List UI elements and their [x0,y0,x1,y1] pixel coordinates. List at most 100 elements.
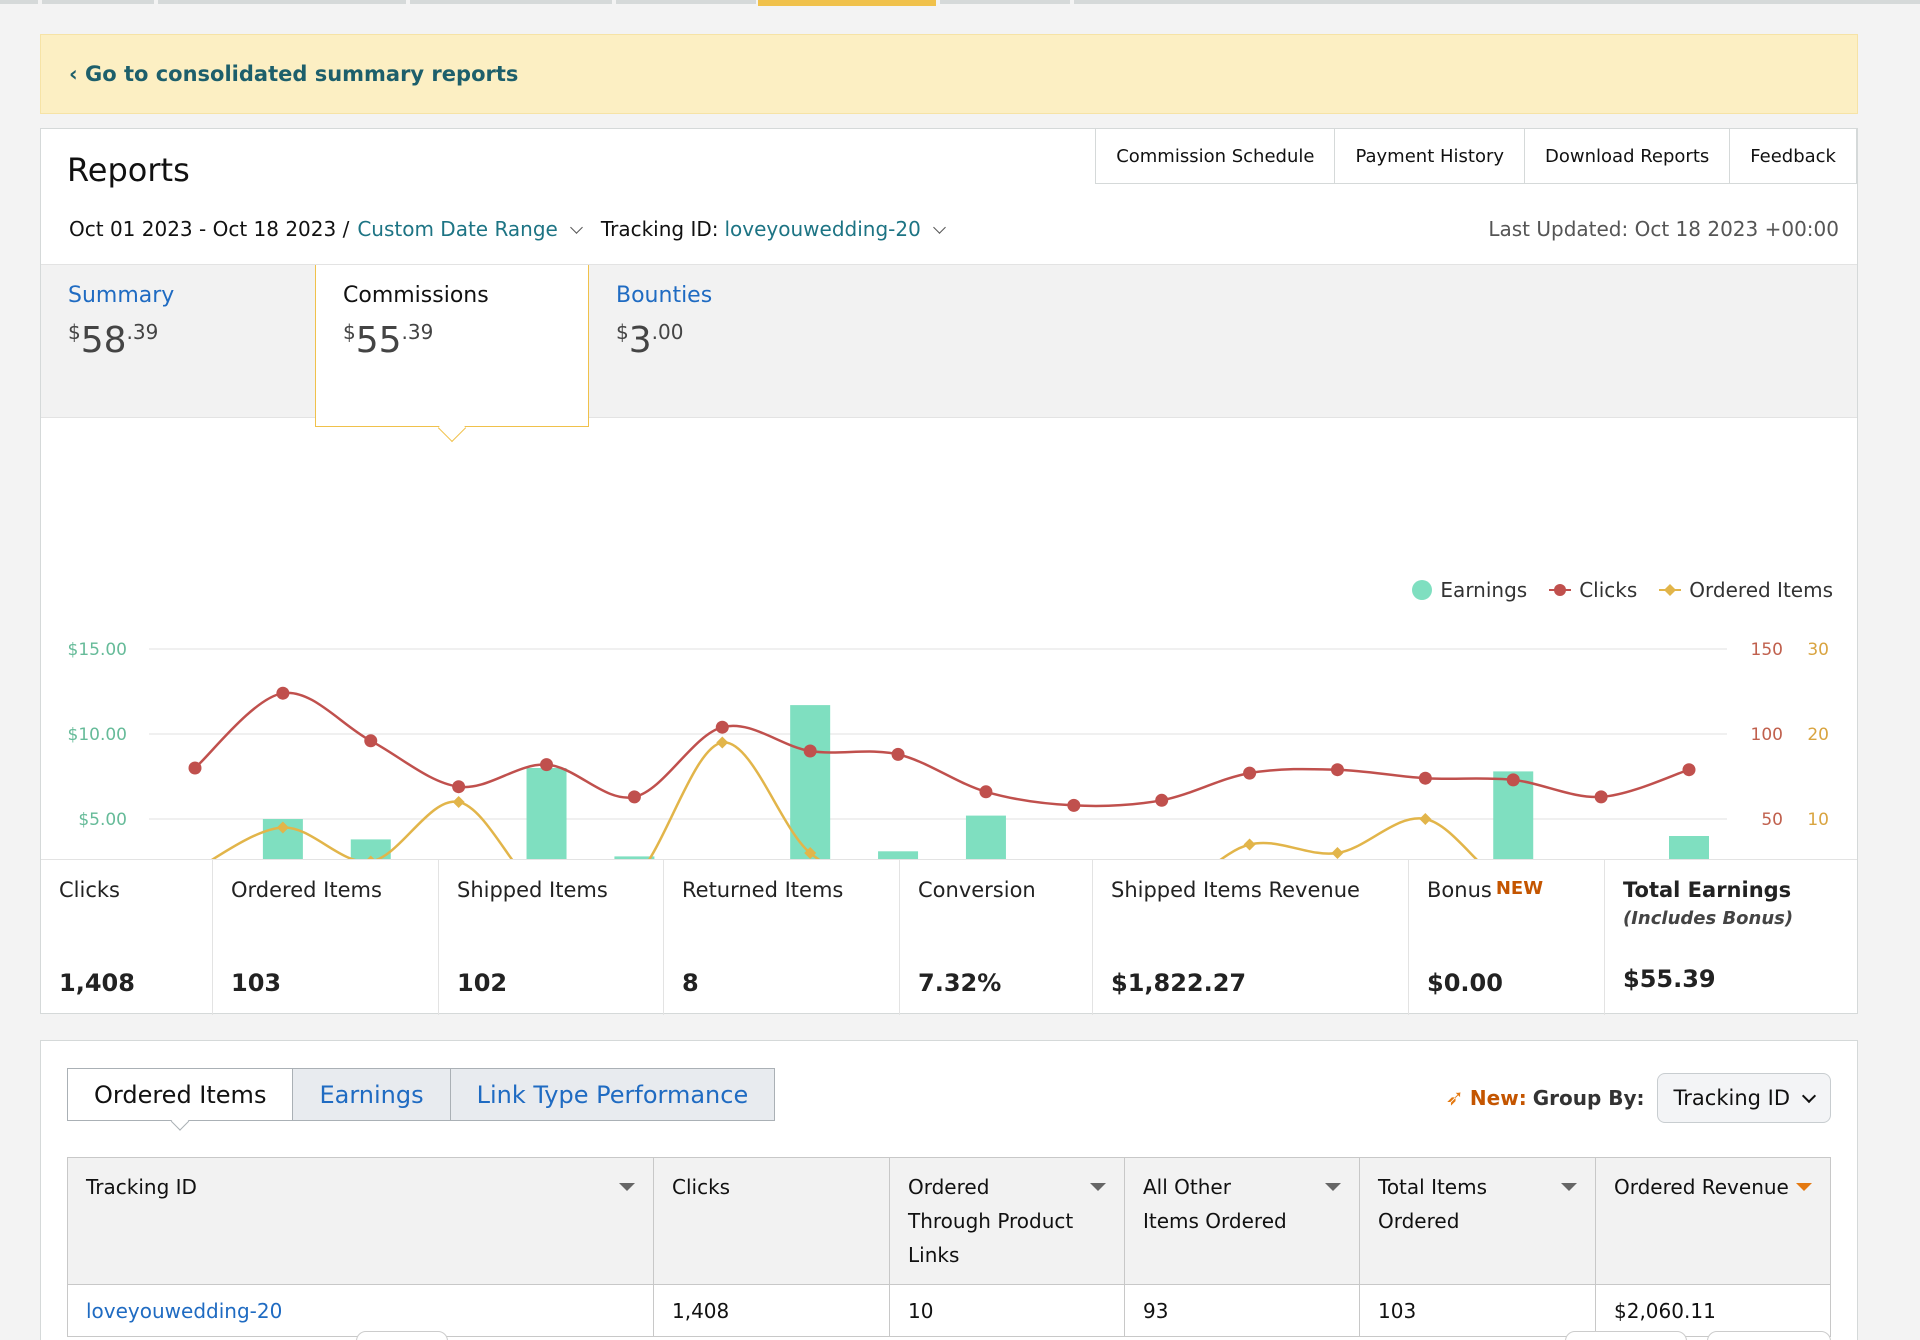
col-total-items[interactable]: Total Items Ordered [1359,1157,1596,1285]
tab-earnings[interactable]: Earnings [292,1069,450,1120]
clicks-point [540,758,554,772]
clicks-point [715,720,729,734]
earnings-bar [526,768,567,904]
stat-shipped-revenue: Shipped Items Revenue $1,822.27 [1093,860,1409,1015]
earnings-chart: Earnings Clicks Ordered Items $15.00 150 3… [41,418,1857,942]
page-size-select[interactable] [356,1331,448,1340]
stat-conversion: Conversion 7.32% [900,860,1093,1015]
ordered-items-point [716,736,729,749]
y-left-tick-label: $15.00 [68,640,127,660]
summary-amount: $58.39 [68,320,159,361]
table-tabs: Ordered Items Earnings Link Type Perform… [67,1068,776,1121]
y-left-tick-label: $5.00 [78,810,127,830]
last-updated: Last Updated: Oct 18 2023 +00:00 [1488,217,1839,241]
clicks-point [1682,763,1696,777]
clicks-point [891,747,905,761]
clicks-point [627,790,641,804]
items-table-card: Ordered Items Earnings Link Type Perform… [40,1040,1858,1340]
clicks-line-icon [1549,584,1572,596]
sort-icon [1796,1183,1812,1191]
chevron-down-icon[interactable] [569,220,583,234]
ordered-items-point [1419,813,1432,825]
cell-clicks: 1,408 [653,1284,890,1337]
summary-tab-label: Summary [68,283,175,308]
consolidated-summary-link[interactable]: ‹ Go to consolidated summary reports [69,62,519,86]
commissions-tab-label: Commissions [343,283,489,308]
commissions-amount: $55.39 [343,320,434,361]
tab-ordered-items[interactable]: Ordered Items [68,1069,293,1120]
clicks-point [1330,763,1344,777]
ordered-items-point [804,847,817,859]
tracking-id-link[interactable]: loveyouwedding-20 [86,1298,283,1323]
earnings-bar [878,851,919,904]
summary-tab[interactable]: Summary $58.39 [41,265,315,419]
y-right-clicks-tick-label: 150 [1751,640,1783,660]
stat-clicks: Clicks 1,408 [41,860,213,1015]
download-reports-tab[interactable]: Download Reports [1524,129,1731,184]
stats-row: Clicks 1,408 Ordered Items 103 Shipped Ite… [41,859,1857,1015]
clicks-point [1506,773,1520,787]
y-right-clicks-tick-label: 50 [1761,810,1783,830]
page-title: Reports [67,151,190,189]
commission-schedule-tab[interactable]: Commission Schedule [1095,129,1336,184]
reports-card: Reports Commission Schedule Payment Hist… [40,128,1858,1015]
earnings-bar [965,815,1006,904]
col-ordered-through-links[interactable]: Ordered Through Product Links [889,1157,1125,1285]
cell-ordered-through-links: 10 [889,1284,1125,1337]
tab-link-type-performance[interactable]: Link Type Performance [449,1069,775,1120]
col-tracking-id[interactable]: Tracking ID [67,1157,654,1285]
clicks-point [1594,790,1608,804]
clicks-point [364,734,378,748]
y-right-clicks-tick-label: 100 [1751,725,1783,745]
sort-icon [1561,1183,1577,1191]
clicks-point [979,785,993,799]
legend-ordered-items[interactable]: Ordered Items [1659,578,1833,602]
bounties-tab[interactable]: Bounties $3.00 [589,265,863,419]
y-left-tick-label: $10.00 [68,725,127,745]
clicks-point [803,744,817,758]
commissions-tab[interactable]: Commissions $55.39 [315,265,589,443]
tracking-id-label: Tracking ID: [600,217,719,241]
next-page-button[interactable] [1707,1331,1831,1340]
cell-total-items: 103 [1359,1284,1596,1337]
tracking-id-dropdown[interactable]: loveyouwedding-20 [724,217,921,241]
legend-earnings[interactable]: Earnings [1412,578,1527,602]
clicks-point [276,686,290,700]
ordered-items-point [1331,847,1344,859]
bounties-amount: $3.00 [616,320,684,361]
col-ordered-revenue[interactable]: Ordered Revenue [1595,1157,1831,1285]
group-by-select[interactable]: Tracking ID [1656,1073,1831,1123]
date-range-text: Oct 01 2023 - Oct 18 2023 / [69,217,350,241]
new-label: New: [1469,1086,1527,1110]
ordered-items-point [452,796,465,808]
legend-clicks[interactable]: Clicks [1549,578,1637,602]
feedback-tab[interactable]: Feedback [1729,129,1857,184]
new-badge: NEW [1495,878,1544,899]
col-clicks[interactable]: Clicks [653,1157,890,1285]
stat-bonus: Bonus NEW $0.00 [1409,860,1605,1015]
report-filters: Oct 01 2023 - Oct 18 2023 / Custom Date … [69,217,964,241]
consolidated-banner: ‹ Go to consolidated summary reports [40,34,1858,114]
bounties-tab-label: Bounties [616,283,713,308]
chevron-down-icon [1801,1088,1817,1104]
prev-page-button[interactable] [1565,1331,1687,1340]
y-right-ordered-tick-label: 20 [1807,725,1829,745]
ordered-items-point [1243,838,1256,851]
top-nav-strip [0,0,1920,6]
col-all-other-items[interactable]: All Other Items Ordered [1124,1157,1360,1285]
stat-shipped-items: Shipped Items 102 [439,860,664,1015]
stat-returned-items: Returned Items 8 [664,860,900,1015]
payment-history-tab[interactable]: Payment History [1334,129,1526,184]
cell-all-other-items: 93 [1124,1284,1360,1337]
clicks-point [188,761,202,775]
table-row: loveyouwedding-20 1,408 10 93 103 $2,060… [67,1284,1831,1337]
stat-ordered-items: Ordered Items 103 [213,860,439,1015]
clicks-point [1067,798,1081,812]
ordered-items-table: Tracking ID Clicks Ordered Through Produ… [67,1157,1831,1337]
earnings-bar [1669,836,1709,904]
cell-ordered-revenue: $2,060.11 [1595,1284,1831,1337]
clicks-line [194,691,1690,808]
chevron-down-icon[interactable] [932,220,946,234]
date-range-dropdown[interactable]: Custom Date Range [357,217,558,241]
